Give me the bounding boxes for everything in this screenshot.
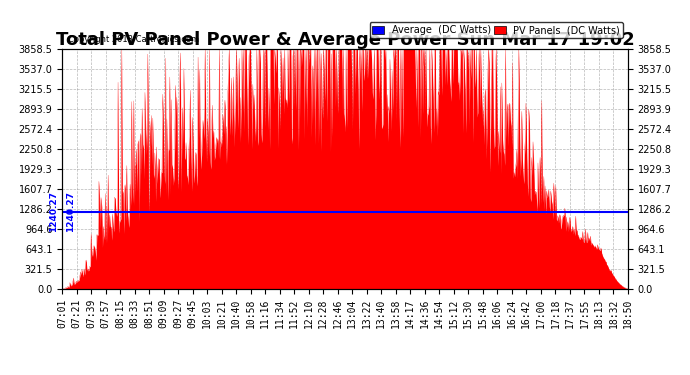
Text: 1240.27: 1240.27 [49,191,58,232]
Text: Copyright 2013 Cartronics.com: Copyright 2013 Cartronics.com [68,35,199,44]
Text: 1240.27: 1240.27 [66,191,75,232]
Title: Total PV Panel Power & Average Power Sun Mar 17 19:02: Total PV Panel Power & Average Power Sun… [56,31,634,49]
Legend: Average  (DC Watts), PV Panels  (DC Watts): Average (DC Watts), PV Panels (DC Watts) [370,22,623,38]
